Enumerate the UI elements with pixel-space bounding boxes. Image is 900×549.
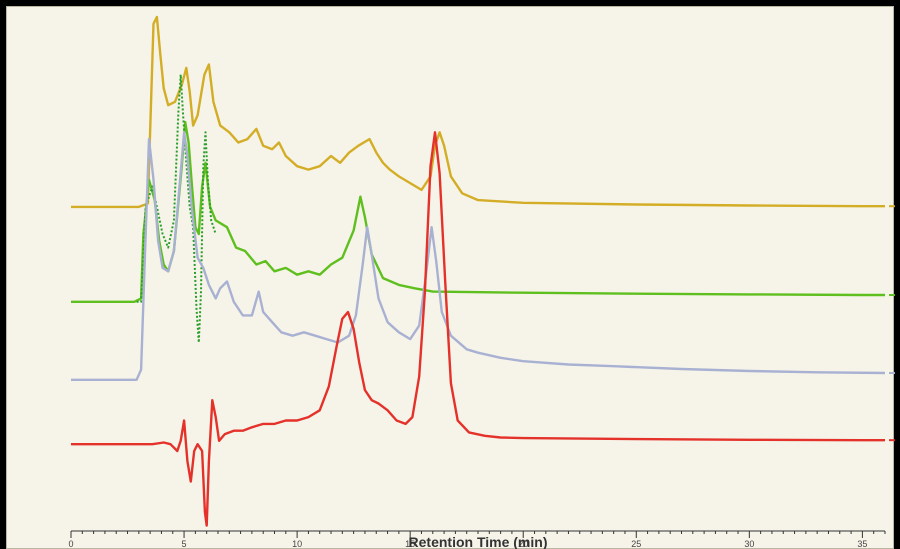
x-tick-label: 15: [405, 539, 415, 549]
x-tick-label: 35: [857, 539, 867, 549]
series-line-5: [71, 131, 885, 527]
x-tick-label: 30: [744, 539, 754, 549]
series-group: [71, 15, 895, 527]
x-axis-label: Retention Time (min): [409, 534, 548, 549]
x-tick-label: 0: [68, 539, 73, 549]
x-tick-label: 10: [292, 539, 302, 549]
x-tick-label: 5: [182, 539, 187, 549]
x-tick-label: 20: [518, 539, 528, 549]
chart-panel: 0 5 10 15 20 25 30 35 Retention Time (min): [6, 6, 895, 549]
series-line-1: [71, 15, 885, 209]
x-tick-label: 25: [631, 539, 641, 549]
series-line-4: [71, 131, 886, 381]
series-line-2: [71, 120, 885, 303]
chromatogram-plot: 0 5 10 15 20 25 30 35 Retention Time (min): [68, 15, 895, 549]
x-axis: 0 5 10 15 20 25 30 35: [68, 530, 886, 549]
series-line-3: [136, 73, 217, 344]
